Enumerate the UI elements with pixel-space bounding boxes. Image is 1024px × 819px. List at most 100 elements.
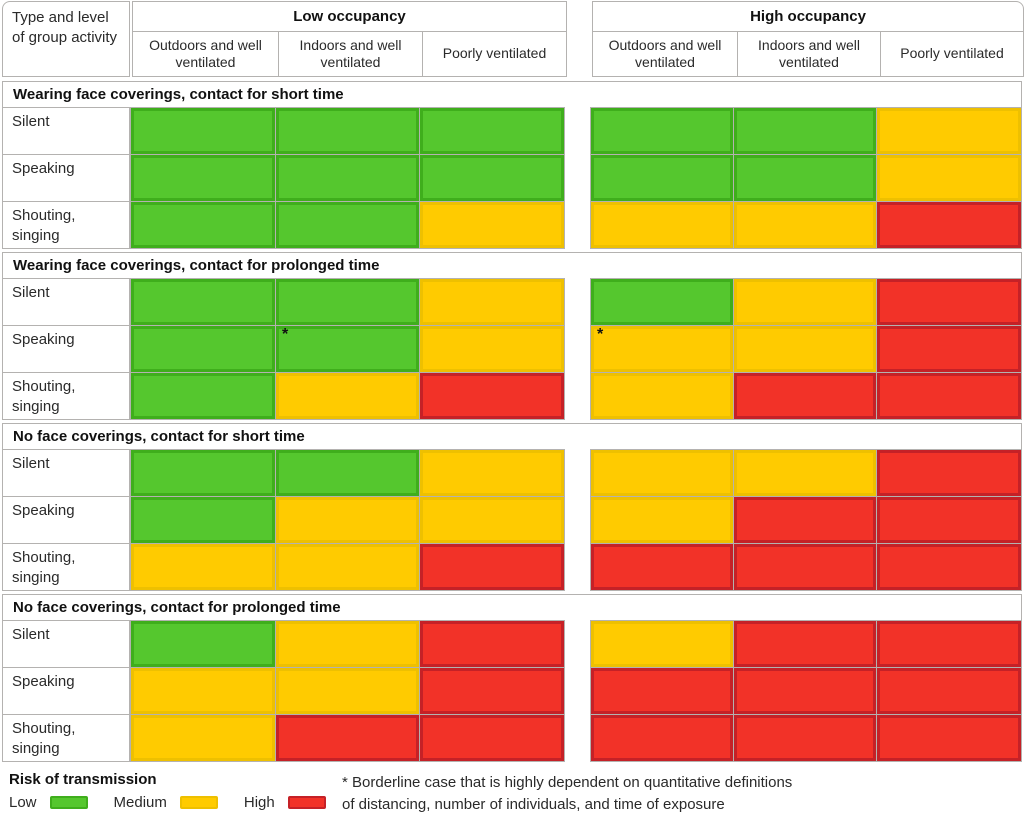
legend-item-low: Low (9, 794, 88, 811)
risk-cell-low (275, 154, 420, 202)
risk-cell-medium (733, 449, 877, 497)
legend-item-high: High (244, 794, 326, 811)
legend-label-medium: Medium (113, 794, 167, 811)
table-row: Shouting, singing (2, 372, 1022, 420)
row-label: Shouting, singing (2, 714, 130, 762)
group-gap (565, 107, 590, 155)
table-row: Shouting, singing (2, 543, 1022, 591)
risk-cell-high (733, 667, 877, 715)
risk-cell-high (733, 620, 877, 668)
table-row: Silent (2, 449, 1022, 497)
risk-cell-low (130, 449, 276, 497)
group-gap (565, 620, 590, 668)
table-row: Shouting, singing (2, 201, 1022, 249)
table-row: Silent (2, 107, 1022, 155)
risk-section: Wearing face coverings, contact for prol… (2, 252, 1022, 420)
borderline-marker: * (597, 326, 604, 343)
risk-cell-medium (419, 201, 565, 249)
risk-cell-high (419, 372, 565, 420)
risk-cell-low (275, 201, 420, 249)
legend-swatch-low (49, 796, 88, 809)
risk-cell-high (419, 667, 565, 715)
risk-cell-medium (275, 667, 420, 715)
legend-row: Risk of transmission Low Medium High * B… (2, 771, 1022, 816)
risk-cell-high (876, 714, 1022, 762)
legend-title: Risk of transmission (9, 771, 157, 788)
legend-label-low: Low (9, 794, 37, 811)
section-title: Wearing face coverings, contact for shor… (2, 81, 1022, 108)
risk-cell-high (733, 543, 877, 591)
legend-swatch-medium (179, 796, 218, 809)
risk-cell-low (275, 107, 420, 155)
group-title-low-occupancy: Low occupancy (133, 2, 566, 32)
risk-cell-low (590, 154, 734, 202)
risk-sections: Wearing face coverings, contact for shor… (2, 81, 1022, 762)
corner-header-label: Type and level of group activity (12, 9, 118, 46)
risk-cell-low (590, 278, 734, 326)
row-label: Silent (2, 278, 130, 326)
row-label: Shouting, singing (2, 201, 130, 249)
row-label: Shouting, singing (2, 543, 130, 591)
high-occupancy-subheaders: Outdoors and well ventilated Indoors and… (593, 32, 1023, 76)
risk-cell-low (130, 620, 276, 668)
row-label: Silent (2, 620, 130, 668)
column-header-high-outdoors: Outdoors and well ventilated (608, 36, 722, 71)
risk-cell-high (733, 714, 877, 762)
risk-cell-high (876, 667, 1022, 715)
group-gap (567, 1, 592, 77)
section-title: No face coverings, contact for prolonged… (2, 594, 1022, 621)
row-label: Speaking (2, 667, 130, 715)
risk-cell-low (733, 107, 877, 155)
table-header: Type and level of group activity Low occ… (2, 1, 1024, 77)
row-label: Speaking (2, 154, 130, 202)
risk-cell-medium (419, 496, 565, 544)
risk-cell-medium: * (590, 325, 734, 373)
risk-cell-low (275, 449, 420, 497)
row-label: Silent (2, 449, 130, 497)
risk-cell-high (876, 620, 1022, 668)
table-row: Speaking (2, 496, 1022, 544)
section-title: Wearing face coverings, contact for prol… (2, 252, 1022, 279)
table-row: Speaking (2, 154, 1022, 202)
footnote: * Borderline case that is highly depende… (342, 774, 793, 813)
group-low-occupancy: Low occupancy Outdoors and well ventilat… (132, 1, 567, 77)
group-gap (565, 667, 590, 715)
risk-cell-high (590, 667, 734, 715)
risk-cell-medium (130, 543, 276, 591)
risk-section: Wearing face coverings, contact for shor… (2, 81, 1022, 249)
risk-cell-high (733, 372, 877, 420)
row-label: Shouting, singing (2, 372, 130, 420)
risk-cell-low (130, 201, 276, 249)
risk-cell-high (419, 620, 565, 668)
group-gap (565, 154, 590, 202)
risk-cell-medium (275, 620, 420, 668)
risk-cell-high (419, 714, 565, 762)
risk-cell-low (130, 372, 276, 420)
legend-items: Low Medium High (9, 794, 342, 811)
risk-cell-high (876, 496, 1022, 544)
risk-cell-high (275, 714, 420, 762)
legend: Risk of transmission Low Medium High (2, 771, 342, 816)
risk-cell-medium (275, 372, 420, 420)
risk-cell-high (876, 201, 1022, 249)
table-row: Speaking * * (2, 325, 1022, 373)
table-row: Speaking (2, 667, 1022, 715)
legend-label-high: High (243, 794, 275, 811)
risk-cell-low (130, 107, 276, 155)
risk-cell-high (733, 496, 877, 544)
risk-cell-medium (130, 714, 276, 762)
risk-cell-medium (733, 201, 877, 249)
risk-cell-high (876, 325, 1022, 373)
risk-cell-low (130, 496, 276, 544)
column-header-high-indoors: Indoors and well ventilated (737, 32, 880, 76)
group-gap (565, 201, 590, 249)
group-gap (565, 714, 590, 762)
risk-cell-medium (419, 325, 565, 373)
risk-cell-medium (590, 620, 734, 668)
risk-cell-high (419, 543, 565, 591)
column-header-high-poorly-ventilated: Poorly ventilated (880, 32, 1023, 76)
corner-header: Type and level of group activity (2, 1, 130, 77)
row-label: Speaking (2, 496, 130, 544)
risk-cell-low (419, 154, 565, 202)
risk-cell-low (590, 107, 734, 155)
